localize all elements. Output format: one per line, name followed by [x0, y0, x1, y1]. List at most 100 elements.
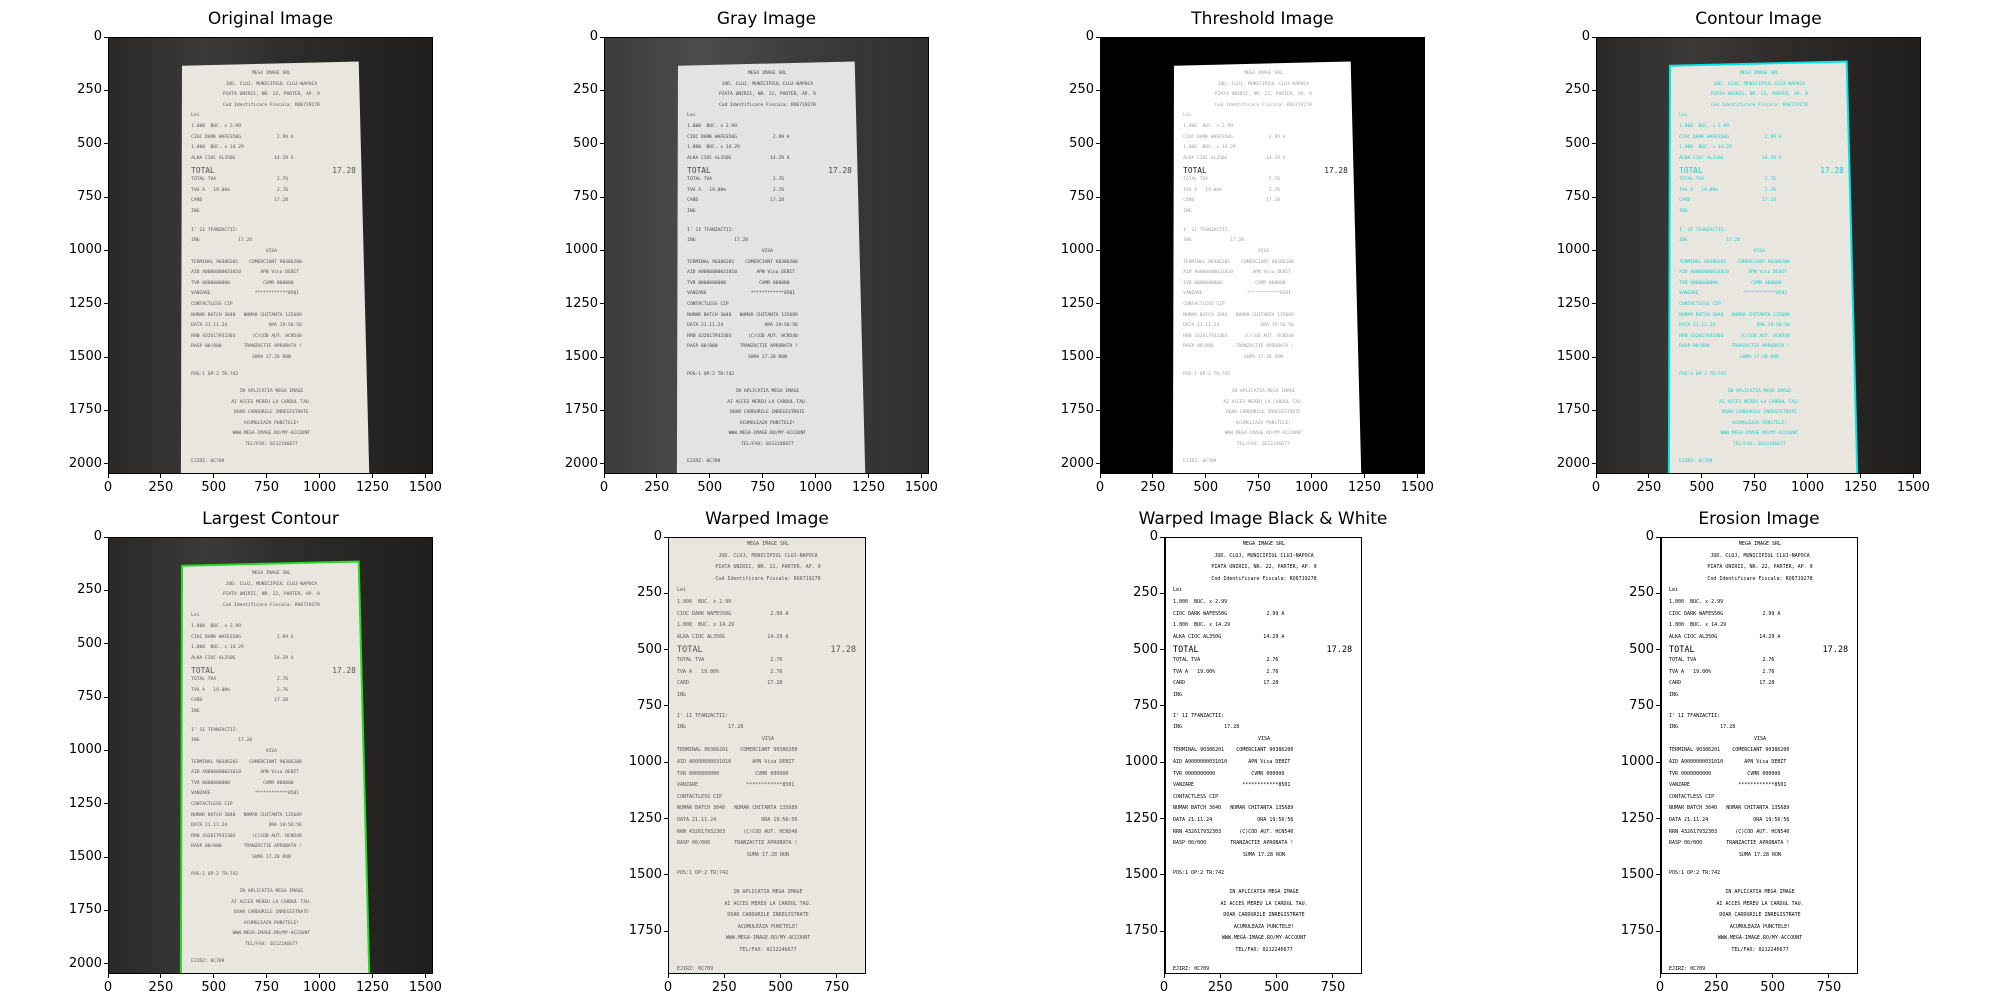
receipt-line: MEGA IMAGE SRL	[1738, 541, 1782, 547]
receipt-line: EJIRZ: 0C709	[1669, 965, 1706, 972]
contour-outline	[1667, 60, 1859, 473]
y-tick-mark	[1592, 36, 1596, 38]
y-tick-mark	[104, 196, 108, 198]
x-tick-label: 500	[201, 980, 227, 995]
x-tick-mark	[1772, 974, 1774, 978]
receipt-line: AID A0000000031010 APN Visa DEBIT	[1173, 759, 1291, 766]
receipt-line: RASP 00/000 TRANZACTIE APROBATA !	[677, 840, 798, 847]
y-tick-label: 750	[1565, 189, 1590, 205]
receipt-line: 1.000 BUC. x 14.29	[1679, 145, 1732, 151]
receipt-line: SUMA 17.28 RON	[1740, 355, 1779, 361]
y-tick-mark	[1592, 143, 1596, 145]
receipt-text: MEGA IMAGE SRL JUD. CLUJ, MUNICIPIUL CLUJ…	[185, 570, 357, 973]
receipt-line: TEL/FAX: 0212246677	[741, 442, 794, 447]
receipt-paper	[180, 561, 370, 973]
y-tick-mark	[1160, 818, 1164, 820]
receipt-line: TOTAL TVA 2.76	[1183, 177, 1280, 182]
receipt-line: CARD 17.28	[1669, 680, 1775, 687]
y-tick-mark	[104, 963, 108, 965]
x-tick-label: 250	[1636, 480, 1662, 495]
y-tick-label: 1500	[1060, 349, 1094, 365]
receipt-line: IN APLICATIA MEGA IMAGE	[239, 889, 304, 894]
receipt-line: Cod Identificare Fiscala: RO6719278	[1211, 575, 1317, 582]
receipt-line: RASP 00/000 TRANZACTIE APROBATA !	[687, 344, 798, 350]
receipt-text: MEGA IMAGE SRL JUD. CLUJ, MUNICIPIUL CLUJ…	[1165, 538, 1361, 973]
y-tick-mark	[664, 761, 668, 763]
y-tick-label: 500	[77, 135, 102, 151]
y-tick-mark	[1656, 930, 1660, 932]
receipt-line: TERMINAL 90386201 COMERCIANT 90386200	[1679, 259, 1790, 265]
receipt-line: ING 17.28	[677, 724, 744, 731]
y-tick-mark	[104, 749, 108, 751]
receipt-line: Lei	[191, 613, 200, 619]
receipt-line: TERMINAL 90386201 COMERCIANT 90386200	[1173, 747, 1294, 754]
x-tick-label: 1250	[1347, 480, 1382, 495]
receipt-line: EJIRZ: 0C709	[1679, 458, 1713, 464]
receipt-line: DOAR CARDURILE INREGISTRATE	[1719, 912, 1801, 919]
receipt-line: ING	[191, 208, 200, 214]
receipt-line: TVR 0000000000 CVMR 000000	[1669, 770, 1781, 777]
x-tick-label: 0	[1159, 980, 1169, 995]
receipt-line: 1.000 BUC. x 2.99	[191, 124, 241, 129]
y-tick-mark	[1656, 818, 1660, 820]
y-tick-label: 1250	[68, 295, 102, 311]
receipt-line: CONTACTLESS CIP	[1679, 302, 1721, 308]
image-axes: MEGA IMAGE SRL JUD. CLUJ, MUNICIPIUL CLUJ…	[668, 537, 866, 974]
x-tick-mark	[319, 474, 321, 478]
receipt-line: POS:1 OP:2 TR:742	[1183, 372, 1231, 378]
receipt-line: TOTAL 17.28	[1669, 645, 1849, 656]
receipt-line: VANZARE ************8501	[1173, 782, 1291, 789]
y-tick-label: 1250	[1060, 295, 1094, 311]
y-tick-label: 1750	[564, 402, 598, 418]
receipt-line: WWW.MEGA-IMAGE.RO/MY-ACCOUNT	[1221, 935, 1307, 942]
y-tick-label: 0	[1581, 29, 1590, 44]
x-tick-label: 1500	[904, 480, 938, 495]
y-tick-mark	[1096, 356, 1100, 358]
y-tick-label: 500	[573, 135, 598, 151]
y-tick-label: 1750	[1556, 402, 1590, 418]
receipt-line: NUMAR BATCH 3040 NUMAR CHITANTA 135689	[191, 812, 302, 818]
receipt-line: TOTAL TVA 2.76	[1669, 657, 1775, 663]
receipt-line: Lei	[1679, 113, 1688, 119]
y-tick-mark	[600, 356, 604, 358]
receipt-line: TEL/FAX: 0212246677	[1733, 442, 1786, 447]
y-tick-label: 1750	[68, 902, 102, 918]
receipt-line: I' 1I TFANZACTII:	[687, 227, 735, 233]
receipt-line: AI ACCES MEREU LA CARDUL TAU.	[231, 899, 312, 905]
image-axes: MEGA IMAGE SRL JUD. CLUJ, MUNICIPIUL CLUJ…	[108, 537, 433, 974]
y-tick-label: 1500	[564, 349, 598, 365]
y-tick-label: 500	[637, 641, 662, 657]
receipt-line: CONTACTLESS CIP	[677, 793, 723, 800]
x-tick-mark	[815, 474, 817, 478]
receipt-line: IN APLICATIA MEGA IMAGE	[735, 389, 800, 394]
receipt-line: NUMAR BATCH 3040 NUMAR CHITANTA 135689	[687, 312, 798, 318]
y-tick-label: 0	[93, 529, 102, 544]
receipt-line: CIOC DARK WAFES50G 2.99 A	[191, 134, 294, 140]
receipt-line: SUMA 17.28 RON	[746, 851, 790, 858]
receipt-line: 1.000 BUC. x 14.29	[1183, 145, 1236, 151]
y-tick-label: 0	[1645, 529, 1654, 544]
x-tick-label: 750	[750, 480, 776, 495]
x-tick-label: 1500	[1896, 480, 1930, 495]
receipt-shape	[1172, 61, 1362, 473]
x-tick-mark	[160, 474, 162, 478]
y-tick-mark	[104, 536, 108, 538]
y-tick-label: 1750	[1124, 923, 1158, 939]
receipt-line: POS:1 OP:2 TR:742	[1669, 870, 1721, 877]
x-tick-mark	[667, 974, 669, 978]
receipt-line: TOTAL 17.28	[191, 666, 356, 676]
receipt-line: ING	[191, 708, 200, 714]
receipt-line: CONTACTLESS CIP	[191, 802, 233, 808]
receipt-line: TEL/FAX: 0212246677	[739, 947, 797, 953]
receipt-line: SUMA 17.28 RON	[252, 355, 291, 361]
y-tick-label: 0	[1085, 29, 1094, 44]
y-tick-mark	[1656, 592, 1660, 594]
receipt-line: TVA A 19.00% 2.76	[677, 668, 783, 675]
x-tick-mark	[213, 974, 215, 978]
receipt-line: I' 1I TFANZACTII:	[1183, 227, 1231, 233]
x-tick-mark	[656, 474, 658, 478]
receipt-line: Cod Identificare Fiscala: RO6719278	[715, 575, 821, 582]
receipt-content: MEGA IMAGE SRL JUD. CLUJ, MUNICIPIUL CLUJ…	[185, 570, 357, 973]
receipt-line: TOTAL 17.28	[677, 645, 857, 656]
receipt-line: RRN 432617932303 (C)COD AUT. HCN540	[1679, 333, 1790, 339]
